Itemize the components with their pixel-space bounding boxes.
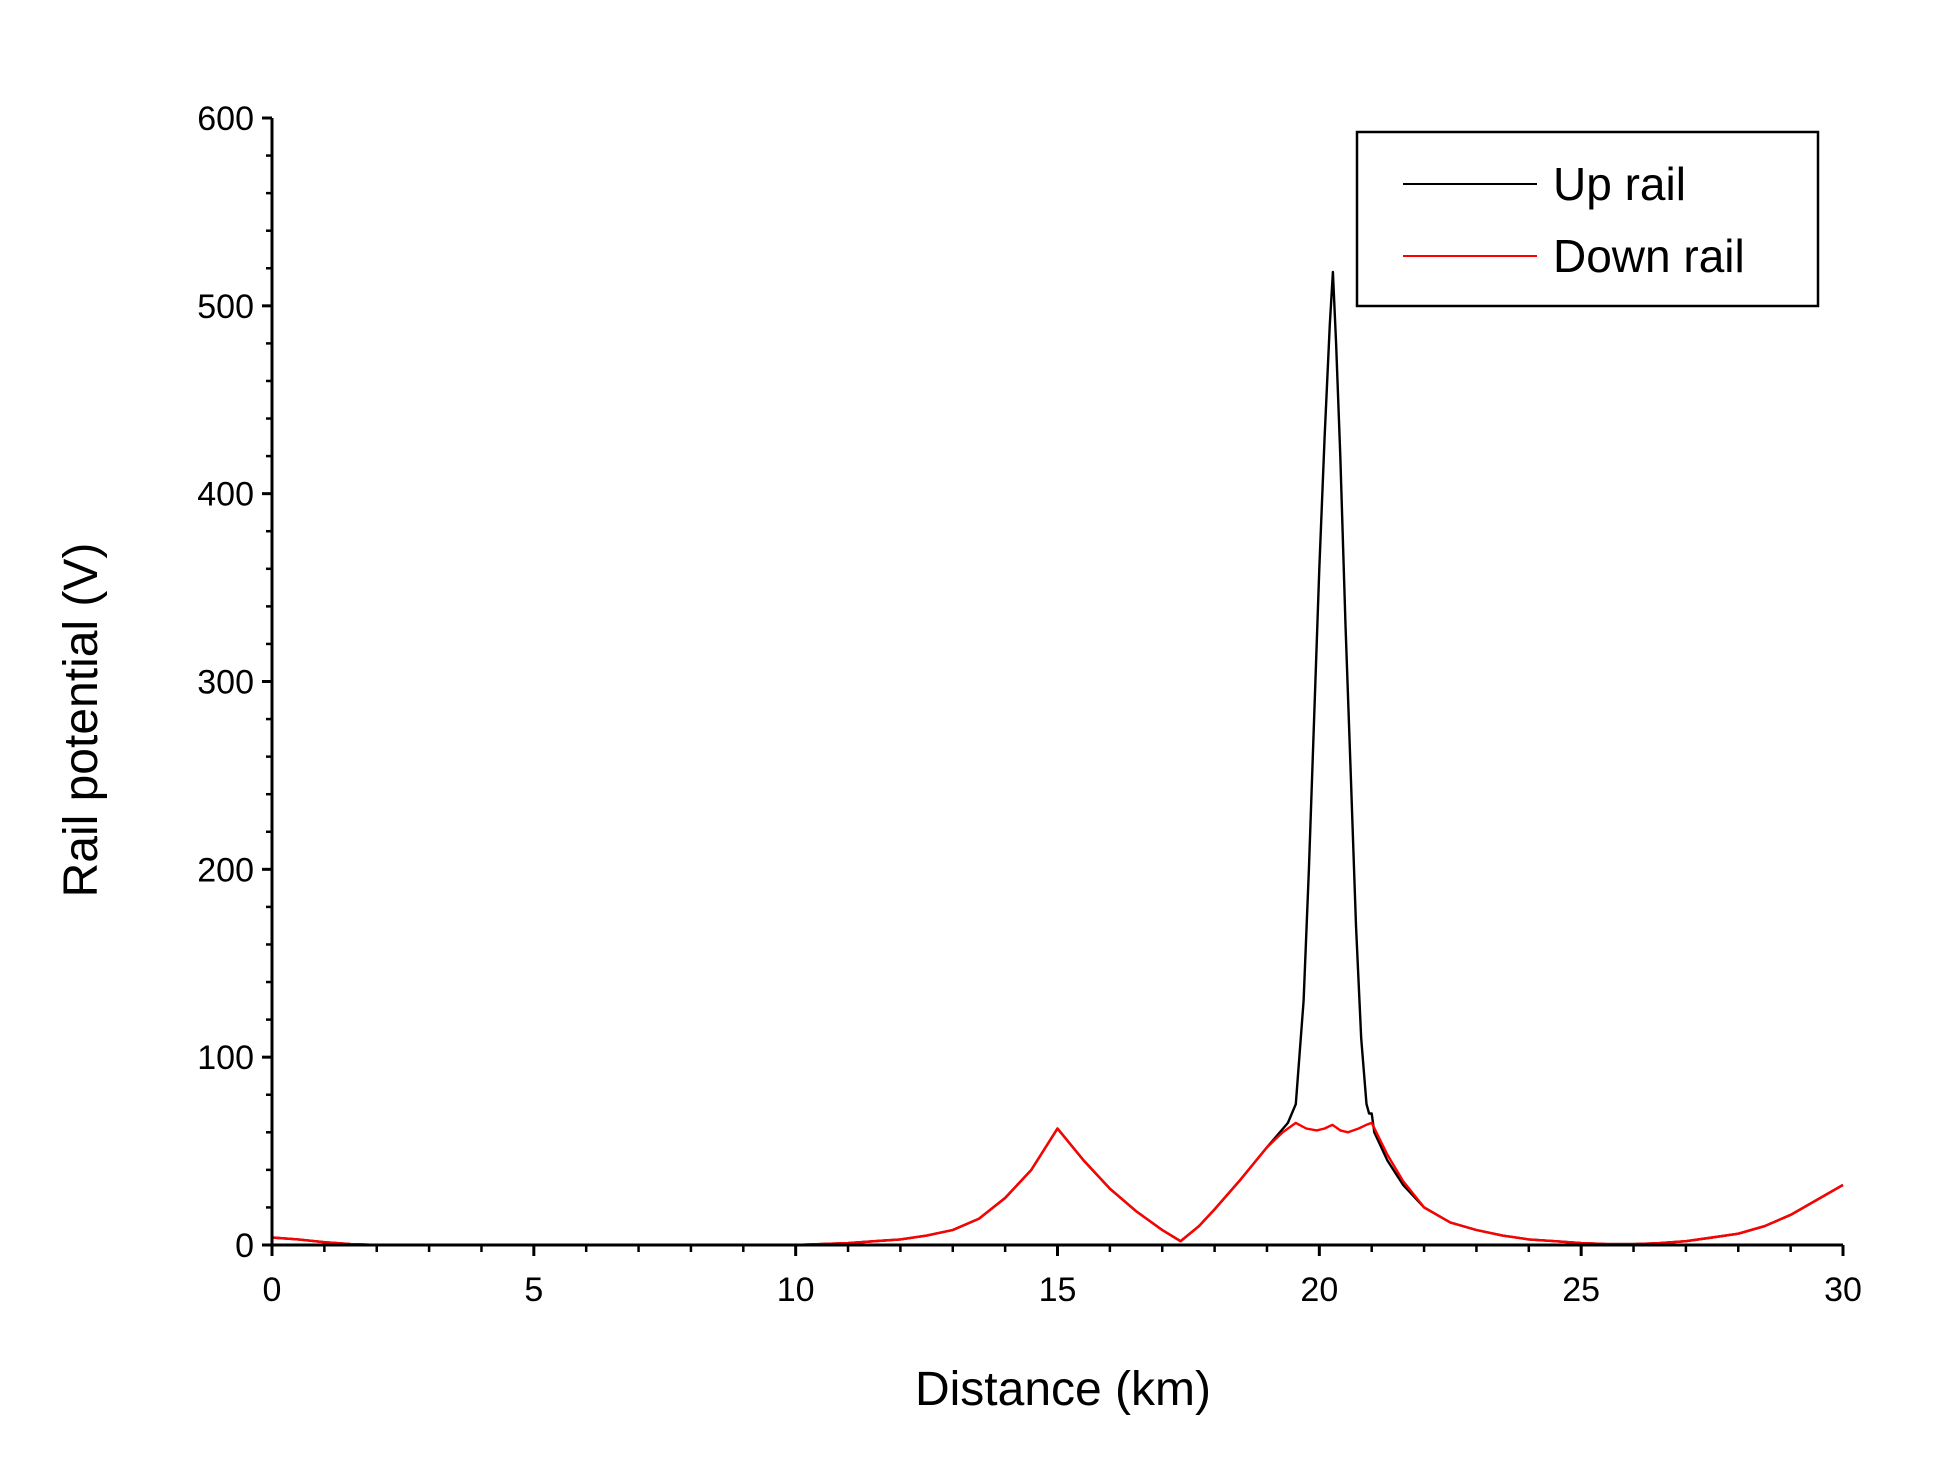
y-tick-label: 400 bbox=[197, 476, 254, 514]
y-tick-label: 0 bbox=[235, 1227, 254, 1265]
y-tick-label: 100 bbox=[197, 1039, 254, 1077]
x-tick-label: 30 bbox=[1824, 1271, 1862, 1309]
legend-box bbox=[1355, 130, 1820, 308]
x-tick-label: 15 bbox=[1039, 1271, 1077, 1309]
y-tick-label: 600 bbox=[197, 100, 254, 138]
y-tick-label: 500 bbox=[197, 288, 254, 326]
x-tick-label: 5 bbox=[524, 1271, 543, 1309]
x-tick-label: 25 bbox=[1562, 1271, 1600, 1309]
x-tick-label: 20 bbox=[1300, 1271, 1338, 1309]
legend-label-down-rail: Down rail bbox=[1553, 230, 1745, 282]
y-axis-title: Rail potential (V) bbox=[55, 543, 108, 898]
legend: Up rail Down rail bbox=[1355, 130, 1820, 308]
y-tick-label: 200 bbox=[197, 851, 254, 889]
x-axis-title: Distance (km) bbox=[915, 1363, 1211, 1416]
x-tick-label: 10 bbox=[777, 1271, 815, 1309]
legend-label-up-rail: Up rail bbox=[1553, 158, 1686, 210]
x-tick-label: 0 bbox=[263, 1271, 282, 1309]
y-tick-label: 300 bbox=[197, 664, 254, 702]
axes-layer: 0 100 200 300 400 500 600 0 5 10 15 20 25 30 bbox=[197, 100, 1862, 1309]
